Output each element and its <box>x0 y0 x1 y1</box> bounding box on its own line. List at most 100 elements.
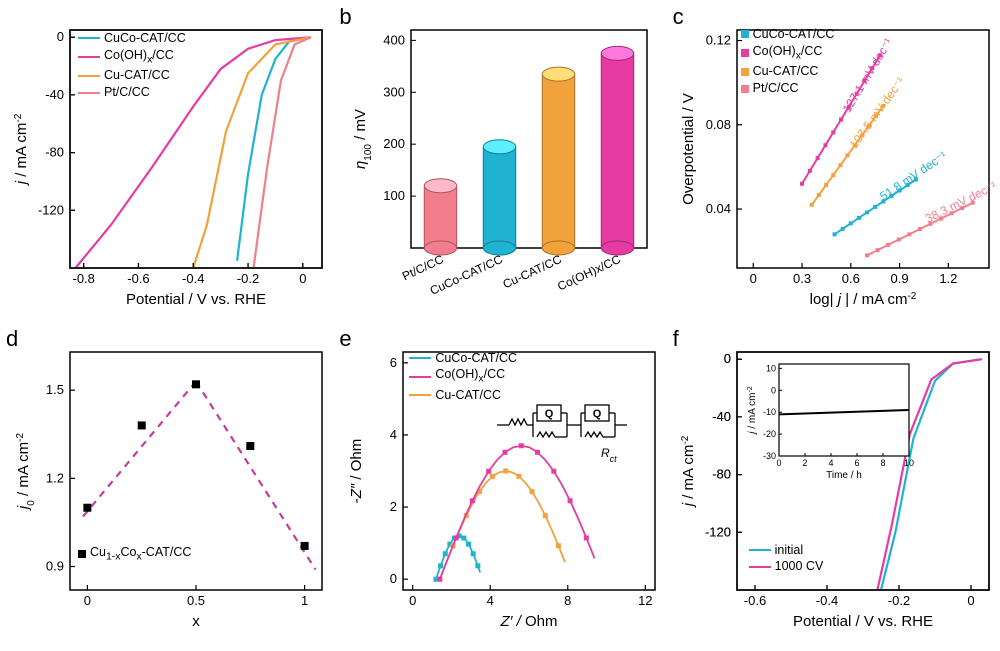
svg-text:400: 400 <box>384 32 406 47</box>
legend-label: Co(OH)x/CC <box>104 47 174 68</box>
svg-text:300: 300 <box>384 84 406 99</box>
svg-text:0: 0 <box>723 351 730 366</box>
legend: initial1000 CV <box>749 542 824 576</box>
svg-text:-0.6: -0.6 <box>127 271 149 286</box>
legend-row: 1000 CV <box>749 558 824 575</box>
panel-e: e048120246Z′ / Ohm-Z″ / OhmQQRctCuCo-CAT… <box>333 322 666 644</box>
svg-text:0: 0 <box>409 593 416 608</box>
legend-row: CuCo-CAT/CC <box>741 26 835 43</box>
legend-swatch <box>741 68 749 76</box>
svg-text:Time / h: Time / h <box>826 470 862 481</box>
svg-text:8: 8 <box>564 593 571 608</box>
svg-text:-0.2: -0.2 <box>887 593 909 608</box>
svg-text:1: 1 <box>301 593 308 608</box>
svg-text:0: 0 <box>84 593 91 608</box>
svg-text:0: 0 <box>57 29 64 44</box>
svg-text:-20: -20 <box>763 429 776 439</box>
legend-swatch <box>409 394 431 396</box>
svg-text:8: 8 <box>880 458 885 468</box>
svg-text:j / mA cm-2: j / mA cm-2 <box>746 386 758 435</box>
legend-label: initial <box>775 542 804 559</box>
svg-text:j / mA cm-2: j / mA cm-2 <box>13 113 31 186</box>
legend-label: CuCo-CAT/CC <box>104 30 186 47</box>
svg-text:-0.6: -0.6 <box>743 593 765 608</box>
svg-text:-Z″ / Ohm: -Z″ / Ohm <box>348 438 365 503</box>
legend-row: initial <box>749 542 824 559</box>
chart-svg: 100200300400Pt/C/CCCuCo-CAT/CCCu-CAT/CCC… <box>339 8 672 329</box>
legend: CuCo-CAT/CCCo(OH)x/CCCu-CAT/CCPt/C/CC <box>78 30 186 101</box>
svg-text:-0.4: -0.4 <box>182 271 204 286</box>
svg-text:-30: -30 <box>763 451 776 461</box>
svg-text:38.3 mV dec⁻¹: 38.3 mV dec⁻¹ <box>923 179 999 226</box>
svg-text:0: 0 <box>776 458 781 468</box>
legend-swatch <box>78 550 86 558</box>
svg-text:100: 100 <box>384 188 406 203</box>
legend-label: Pt/C/CC <box>104 84 150 101</box>
legend-swatch <box>741 49 749 57</box>
legend-row: Co(OH)x/CC <box>741 43 835 64</box>
panel-d: d00.510.91.21.5xj0 / mA cm-2Cu1-xCox-CAT… <box>0 322 333 644</box>
panel-c: c00.30.60.91.20.040.080.12127.1 mV dec⁻¹… <box>667 0 1000 322</box>
svg-text:Overpotential / V: Overpotential / V <box>680 93 697 205</box>
legend-label: CuCo-CAT/CC <box>435 350 517 367</box>
svg-text:log| j | / mA cm-2: log| j | / mA cm-2 <box>809 291 916 309</box>
svg-text:0: 0 <box>749 271 756 286</box>
legend-swatch <box>749 549 771 551</box>
svg-text:2: 2 <box>802 458 807 468</box>
legend-swatch <box>741 85 749 93</box>
svg-text:-0.8: -0.8 <box>72 271 94 286</box>
svg-text:51.8 mV dec⁻¹: 51.8 mV dec⁻¹ <box>877 148 949 203</box>
svg-text:4: 4 <box>487 593 494 608</box>
legend-row: Cu1-xCox-CAT/CC <box>78 544 191 565</box>
svg-text:-120: -120 <box>38 202 64 217</box>
svg-text:-40: -40 <box>712 408 731 423</box>
svg-text:-120: -120 <box>705 524 731 539</box>
legend-label: Cu-CAT/CC <box>753 63 819 80</box>
legend-label: Cu-CAT/CC <box>435 387 501 404</box>
svg-text:Q: Q <box>593 408 602 420</box>
legend: CuCo-CAT/CCCo(OH)x/CCCu-CAT/CC <box>409 350 517 404</box>
chart-svg: -0.6-0.4-0.20-120-80-400-0.6-0.4-0.20-12… <box>673 330 1000 651</box>
svg-text:0.9: 0.9 <box>890 271 908 286</box>
svg-text:0: 0 <box>967 593 974 608</box>
legend-label: Co(OH)x/CC <box>435 366 505 387</box>
svg-text:0: 0 <box>771 385 776 395</box>
svg-text:-80: -80 <box>712 466 731 481</box>
svg-text:Q: Q <box>545 408 554 420</box>
svg-text:-40: -40 <box>45 87 64 102</box>
svg-text:4: 4 <box>828 458 833 468</box>
svg-text:-0.2: -0.2 <box>237 271 259 286</box>
svg-text:j0 / mA cm-2: j0 / mA cm-2 <box>15 432 37 511</box>
svg-text:-10: -10 <box>763 407 776 417</box>
panel-b: b100200300400Pt/C/CCCuCo-CAT/CCCu-CAT/CC… <box>333 0 666 322</box>
svg-text:Pt/C/CC: Pt/C/CC <box>400 252 446 283</box>
svg-text:0: 0 <box>390 571 397 586</box>
legend-row: Pt/C/CC <box>78 84 186 101</box>
panel-f: f-0.6-0.4-0.20-120-80-400-0.6-0.4-0.20-1… <box>667 322 1000 644</box>
legend-swatch <box>749 566 771 568</box>
legend-label: Cu1-xCox-CAT/CC <box>90 544 191 565</box>
chart-svg: 00.30.60.91.20.040.080.12127.1 mV dec⁻¹1… <box>673 8 1000 329</box>
svg-text:200: 200 <box>384 136 406 151</box>
svg-text:η100 / mV: η100 / mV <box>352 109 374 169</box>
svg-text:0.3: 0.3 <box>793 271 811 286</box>
svg-text:j / mA cm-2: j / mA cm-2 <box>679 435 697 508</box>
legend-label: Cu-CAT/CC <box>104 67 170 84</box>
legend-swatch <box>409 376 431 378</box>
legend-row: CuCo-CAT/CC <box>409 350 517 367</box>
legend-label: Co(OH)x/CC <box>753 43 823 64</box>
svg-text:0.5: 0.5 <box>187 593 205 608</box>
svg-text:0.12: 0.12 <box>705 33 730 48</box>
legend-label: 1000 CV <box>775 558 824 575</box>
legend-row: Co(OH)x/CC <box>409 366 517 387</box>
svg-text:0.6: 0.6 <box>841 271 859 286</box>
svg-text:x: x <box>192 613 200 630</box>
legend-swatch <box>78 75 100 77</box>
legend-row: CuCo-CAT/CC <box>78 30 186 47</box>
legend-swatch <box>78 37 100 39</box>
svg-text:Cu-CAT/CC: Cu-CAT/CC <box>501 252 564 292</box>
svg-text:0.04: 0.04 <box>705 201 730 216</box>
legend-row: Cu-CAT/CC <box>741 63 835 80</box>
svg-text:-0.4: -0.4 <box>815 593 837 608</box>
svg-text:6: 6 <box>390 354 397 369</box>
